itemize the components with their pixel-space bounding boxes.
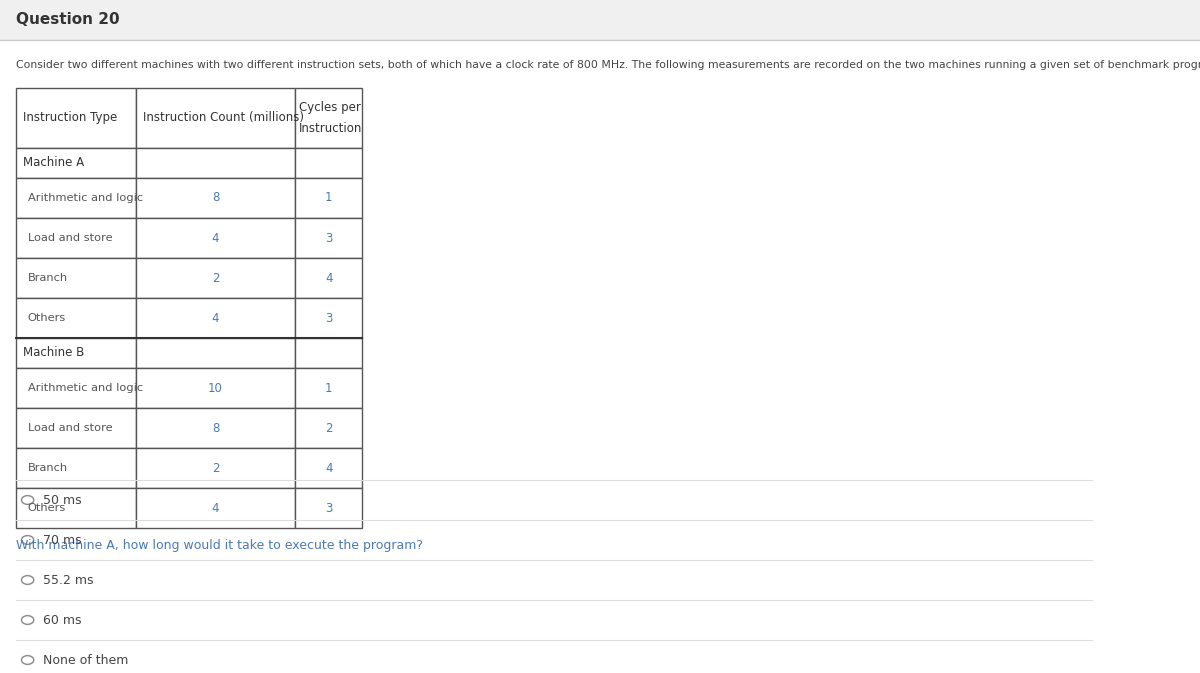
Bar: [295, 218, 362, 258]
Text: Branch: Branch: [28, 273, 67, 283]
Text: 8: 8: [212, 192, 220, 205]
Text: Load and store: Load and store: [28, 233, 113, 243]
Text: 55.2 ms: 55.2 ms: [43, 573, 94, 586]
Bar: [295, 408, 362, 448]
Text: Others: Others: [28, 503, 66, 513]
Text: 4: 4: [325, 271, 332, 285]
Bar: [0, 0, 1200, 40]
Bar: [295, 338, 362, 368]
Text: Arithmetic and logic: Arithmetic and logic: [28, 383, 143, 393]
Text: 8: 8: [212, 421, 220, 435]
Bar: [16, 368, 136, 408]
Text: Machine B: Machine B: [23, 347, 84, 359]
Text: Instruction Type: Instruction Type: [23, 112, 118, 125]
Text: 3: 3: [325, 232, 332, 244]
Text: 2: 2: [211, 271, 220, 285]
Bar: [16, 218, 136, 258]
Text: 2: 2: [325, 421, 332, 435]
Text: Load and store: Load and store: [28, 423, 113, 433]
Text: With machine A, how long would it take to execute the program?: With machine A, how long would it take t…: [16, 540, 422, 553]
Text: 3: 3: [325, 312, 332, 324]
Text: Question 20: Question 20: [16, 13, 119, 28]
Text: Others: Others: [28, 313, 66, 323]
Bar: [295, 448, 362, 488]
Bar: [295, 178, 362, 218]
Bar: [136, 178, 295, 218]
Text: 4: 4: [211, 312, 220, 324]
Bar: [295, 148, 362, 178]
Text: Machine A: Machine A: [23, 157, 84, 170]
Bar: [295, 488, 362, 528]
Bar: [136, 258, 295, 298]
Text: 3: 3: [325, 501, 332, 514]
Bar: [136, 338, 295, 368]
Text: 1: 1: [325, 192, 332, 205]
Text: 4: 4: [211, 232, 220, 244]
Text: Cycles per: Cycles per: [299, 101, 360, 114]
Bar: [136, 218, 295, 258]
Bar: [16, 448, 136, 488]
Bar: [136, 368, 295, 408]
Text: 10: 10: [208, 382, 223, 394]
Bar: [16, 148, 136, 178]
Bar: [136, 488, 295, 528]
Text: 50 ms: 50 ms: [43, 493, 82, 507]
Text: Branch: Branch: [28, 463, 67, 473]
Text: Consider two different machines with two different instruction sets, both of whi: Consider two different machines with two…: [16, 60, 1200, 70]
Bar: [295, 368, 362, 408]
Text: None of them: None of them: [43, 653, 128, 666]
Bar: [16, 488, 136, 528]
Text: Instruction Count (millions): Instruction Count (millions): [143, 112, 305, 125]
Text: Arithmetic and logic: Arithmetic and logic: [28, 193, 143, 203]
Bar: [16, 178, 136, 218]
Bar: [136, 88, 295, 148]
Text: 4: 4: [325, 462, 332, 474]
Bar: [136, 298, 295, 338]
Text: 2: 2: [211, 462, 220, 474]
Text: 60 ms: 60 ms: [43, 614, 82, 627]
Bar: [16, 258, 136, 298]
Bar: [136, 448, 295, 488]
Bar: [295, 258, 362, 298]
Text: 1: 1: [325, 382, 332, 394]
Bar: [295, 298, 362, 338]
Bar: [16, 338, 136, 368]
Text: 70 ms: 70 ms: [43, 534, 82, 546]
Text: 4: 4: [211, 501, 220, 514]
Bar: [16, 88, 136, 148]
Text: Instruction: Instruction: [299, 122, 362, 135]
Bar: [136, 408, 295, 448]
Bar: [295, 88, 362, 148]
Bar: [16, 298, 136, 338]
Bar: [136, 148, 295, 178]
Bar: [16, 408, 136, 448]
